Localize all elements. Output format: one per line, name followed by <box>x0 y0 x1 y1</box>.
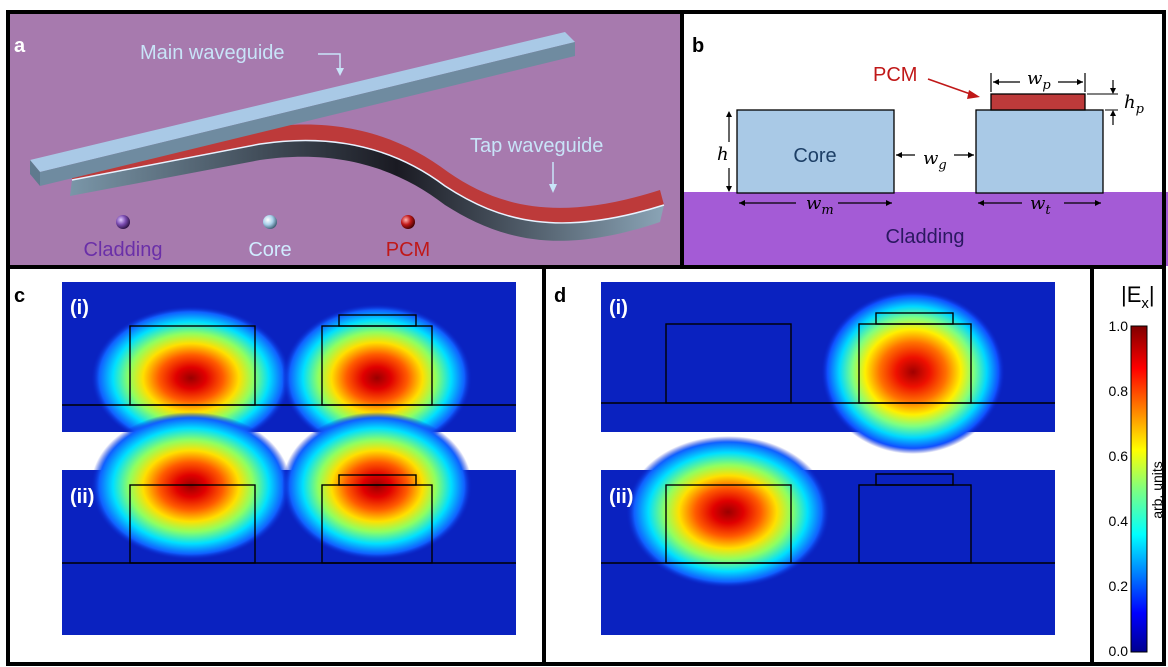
plot-c-ii: (ii) <box>62 412 516 635</box>
colorbar-unit: arb. units <box>1149 461 1165 519</box>
wm-dim-label: wm <box>806 193 834 218</box>
main-waveguide-arrowhead <box>336 68 344 76</box>
colorbar-tick-0.2: 0.2 <box>1109 578 1129 594</box>
main-waveguide-arrow <box>318 53 341 74</box>
subplot-label: (i) <box>70 297 89 319</box>
subplot-label: (ii) <box>609 486 633 508</box>
pcm-label: PCM <box>873 64 917 86</box>
pcm-rect <box>990 93 1086 111</box>
tap-core-edge <box>71 139 665 224</box>
plot-d-ii: (ii) <box>601 436 1055 635</box>
legend-cladding: Cladding <box>84 239 163 261</box>
panel-a-letter: a <box>14 35 26 57</box>
hp-dim-label: hp <box>1124 92 1145 117</box>
wg-dim-label: wg <box>923 148 947 173</box>
cladding-sphere-icon <box>116 215 130 229</box>
panel-d: d (i) (ii) <box>554 282 1055 635</box>
pcm-outline <box>338 474 417 486</box>
legend-core: Core <box>248 239 291 261</box>
colorbar-tick-0.4: 0.4 <box>1109 513 1129 529</box>
main-mode <box>91 412 291 560</box>
core-label: Core <box>793 145 836 167</box>
pcm-outline <box>338 314 417 327</box>
panel-c-letter: c <box>14 285 25 307</box>
colorbar-tick-0.0: 0.0 <box>1109 643 1129 659</box>
main-core-rect <box>736 109 895 194</box>
subplot-label: (i) <box>609 297 628 319</box>
colorbar-tick-0.8: 0.8 <box>1109 383 1129 399</box>
main-waveguide-top <box>30 32 575 172</box>
plot-c-i: (i) <box>62 282 516 452</box>
h-dim-label: h <box>717 144 729 165</box>
subplot-label: (ii) <box>70 486 94 508</box>
main-mode <box>626 436 830 588</box>
colorbar: |Ex| 1.0 0.8 0.6 0.4 0.2 0.0 arb. units <box>1109 282 1165 659</box>
hp-dim-arrows <box>1110 88 1116 116</box>
colorbar-tick-0.6: 0.6 <box>1109 448 1129 464</box>
tap-mode <box>282 412 472 560</box>
core-sphere-icon <box>263 215 277 229</box>
cladding-region <box>683 192 1168 266</box>
panel-b: b PCM Core Cladding h wm wg wt wp <box>683 35 1168 266</box>
tap-mode <box>821 290 1005 454</box>
tap-waveguide-label: Tap waveguide <box>470 135 603 157</box>
panel-b-letter: b <box>692 35 704 57</box>
pcm-outline <box>875 312 954 325</box>
panel-d-letter: d <box>554 285 566 307</box>
plot-d-i: (i) <box>601 282 1055 454</box>
wt-dim-label: wt <box>1030 193 1051 218</box>
tap-waveguide-side <box>70 140 664 241</box>
pcm-sphere-icon <box>401 215 415 229</box>
wp-dim-label: wp <box>1027 68 1051 93</box>
tap-core-rect <box>975 109 1104 194</box>
tap-waveguide-arrowhead <box>549 184 557 193</box>
colorbar-tick-1.0: 1.0 <box>1109 318 1129 334</box>
panel-c: c (i) (ii) <box>14 282 516 635</box>
pcm-arrowhead <box>967 90 980 99</box>
main-waveguide-end <box>30 160 40 186</box>
main-waveguide-side <box>40 42 575 186</box>
tap-mode <box>282 304 472 452</box>
main-waveguide-label: Main waveguide <box>140 42 285 64</box>
main-mode <box>91 306 291 450</box>
legend-pcm: PCM <box>386 239 430 261</box>
cladding-label: Cladding <box>886 226 965 248</box>
panel-borders <box>6 10 1166 666</box>
tap-waveguide-pcm <box>72 124 664 223</box>
colorbar-title: |Ex| <box>1121 282 1155 312</box>
pcm-outline <box>875 473 954 486</box>
colorbar-gradient <box>1130 325 1148 653</box>
panel-a: a Main waveguide Tap waveguide Cladding … <box>8 12 680 266</box>
outer-border <box>6 10 1166 666</box>
pcm-arrow <box>927 78 977 97</box>
